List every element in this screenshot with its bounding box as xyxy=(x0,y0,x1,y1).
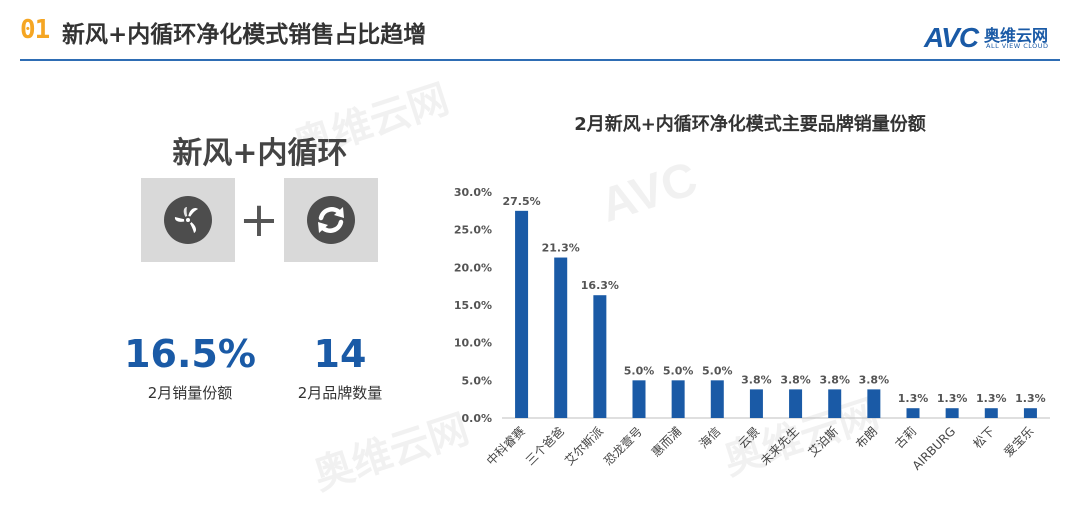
x-tick-label: 未来先生 xyxy=(758,424,802,468)
bar xyxy=(554,257,568,418)
mode-title: 新风+内循环 xyxy=(172,136,348,171)
x-tick-label: 海信 xyxy=(696,424,724,452)
x-tick-label: 云景 xyxy=(736,424,763,451)
y-tick-label: 25.0% xyxy=(454,224,492,237)
recycle-tile xyxy=(284,178,378,262)
logo-name-cn: 奥维云网 xyxy=(984,26,1049,45)
y-tick-label: 15.0% xyxy=(454,299,492,312)
bar xyxy=(632,380,646,418)
x-tick-label: 艾尔斯派 xyxy=(561,424,606,469)
data-label: 3.8% xyxy=(819,373,850,386)
data-label: 1.3% xyxy=(1015,392,1046,405)
bar xyxy=(984,408,998,418)
x-tick-label: 惠而浦 xyxy=(649,424,684,459)
data-label: 27.5% xyxy=(502,195,540,208)
x-tick-label: 布朗 xyxy=(853,424,880,451)
bar xyxy=(515,210,529,418)
data-label: 21.3% xyxy=(542,242,580,255)
sales-share-label: 2月销量份额 xyxy=(147,384,233,402)
brand-share-bar-chart: 0.0% 5.0% 10.0% 15.0% 20.0% 25.0% 30.0% 27.5% 中科… xyxy=(454,186,1050,473)
bar xyxy=(593,295,607,418)
brand-count-label: 2月品牌数量 xyxy=(297,384,383,402)
y-tick-label: 5.0% xyxy=(461,374,492,387)
recycle-icon-disc xyxy=(307,196,355,244)
x-tick-label: 三个爸爸 xyxy=(523,424,567,468)
data-label: 3.8% xyxy=(741,373,772,386)
fan-icon xyxy=(174,207,198,233)
bar xyxy=(671,380,685,418)
bar xyxy=(906,408,920,418)
bar xyxy=(1023,408,1037,418)
slide-title: 新风+内循环净化模式销售占比趋增 xyxy=(62,22,427,48)
data-label: 1.3% xyxy=(937,392,968,405)
data-label: 16.3% xyxy=(581,279,619,292)
x-tick-label: 艾泊斯 xyxy=(805,424,840,459)
bar xyxy=(867,389,881,418)
data-label: 1.3% xyxy=(976,392,1007,405)
y-tick-label: 0.0% xyxy=(461,412,492,425)
y-tick-label: 20.0% xyxy=(454,261,492,274)
data-label: 3.8% xyxy=(780,373,811,386)
bar xyxy=(749,389,763,418)
slide-header: 01 新风+内循环净化模式销售占比趋增 AVC 奥维云网 ALL VIEW CL… xyxy=(0,0,1080,62)
y-tick-label: 10.0% xyxy=(454,337,492,350)
brand-logo: AVC 奥维云网 ALL VIEW CLOUD xyxy=(924,22,1060,54)
data-label: 3.8% xyxy=(859,373,890,386)
x-tick-label: 松下 xyxy=(971,424,998,451)
x-tick-label: 爱宝乐 xyxy=(1001,424,1036,459)
y-tick-label: 30.0% xyxy=(454,186,492,199)
fan-tile xyxy=(141,178,235,262)
chart-title: 2月新风+内循环净化模式主要品牌销量份额 xyxy=(574,114,926,135)
plus-operator: + xyxy=(238,192,280,248)
recycle-icon xyxy=(318,207,344,233)
logo-mark: AVC xyxy=(924,22,979,53)
bar xyxy=(945,408,959,418)
data-label: 5.0% xyxy=(702,364,733,377)
x-tick-label: 古莉 xyxy=(892,424,920,452)
bar xyxy=(710,380,724,418)
sales-share-value: 16.5% xyxy=(124,332,256,376)
brand-count-value: 14 xyxy=(313,332,367,376)
x-tick-label: 中科睿赛 xyxy=(483,424,528,469)
logo-name-en: ALL VIEW CLOUD xyxy=(986,42,1049,50)
data-label: 1.3% xyxy=(898,392,929,405)
x-tick-label: 恐龙壹号 xyxy=(601,424,645,468)
data-label: 5.0% xyxy=(624,364,655,377)
bar xyxy=(789,389,803,418)
header-divider xyxy=(20,59,1060,61)
fan-icon-disc xyxy=(164,196,212,244)
data-label: 5.0% xyxy=(663,364,694,377)
bar xyxy=(828,389,842,418)
x-tick-label: AIRBURG xyxy=(910,424,959,473)
section-number: 01 xyxy=(20,15,50,45)
